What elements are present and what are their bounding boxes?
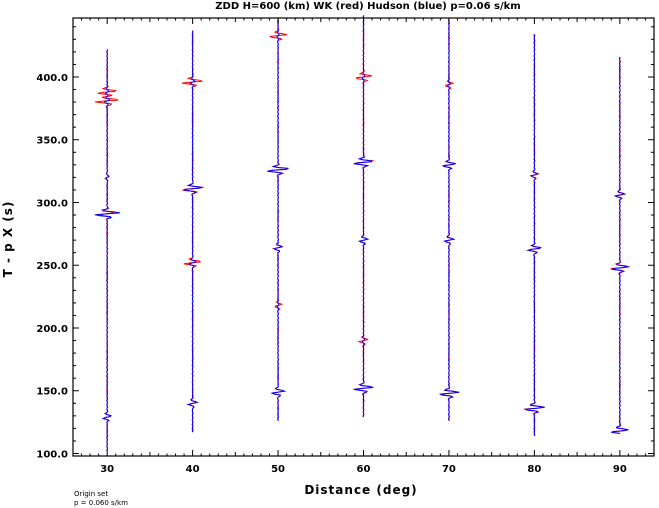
hudson-blue-trace	[438, 19, 460, 421]
trace-70	[438, 19, 460, 421]
hudson-blue-trace	[184, 30, 202, 433]
x-tick-label: 70	[442, 464, 456, 475]
x-tick-label: 80	[527, 464, 541, 475]
trace-50	[267, 19, 290, 421]
y-tick-label: 100.0	[36, 449, 68, 460]
x-axis-label: Distance (deg)	[304, 483, 417, 497]
footer-ray-parameter-note: p = 0.060 s/km	[74, 499, 128, 507]
trace-60	[353, 15, 375, 418]
y-tick-label: 400.0	[36, 73, 68, 84]
axis-ticks: 30 40 50 60 70 80 90 100.0 150.0 200.0 250.0 300.0 3…	[36, 18, 655, 475]
trace-40	[181, 30, 204, 433]
x-tick-label: 50	[271, 464, 285, 475]
hudson-blue-trace	[94, 49, 121, 451]
x-tick-label: 40	[186, 464, 200, 475]
y-tick-label: 200.0	[36, 324, 68, 335]
x-tick-label: 90	[613, 464, 627, 475]
x-tick-label: 30	[100, 464, 114, 475]
hudson-blue-trace	[525, 34, 545, 436]
y-tick-label: 250.0	[36, 261, 68, 272]
y-tick-label: 350.0	[36, 136, 68, 147]
hudson-blue-trace	[267, 19, 290, 421]
trace-30	[94, 49, 121, 451]
trace-80	[523, 34, 546, 437]
chart-title: ZDD H=600 (km) WK (red) Hudson (blue) p=…	[215, 1, 520, 12]
hudson-blue-trace	[353, 15, 374, 418]
y-axis-label: T - p X (s)	[1, 201, 15, 278]
y-tick-label: 300.0	[36, 198, 68, 209]
hudson-blue-trace	[610, 56, 629, 434]
y-tick-label: 150.0	[36, 387, 68, 398]
footer-origin-note: Origin set	[74, 490, 109, 498]
x-tick-label: 60	[357, 464, 371, 475]
trace-90	[610, 56, 630, 434]
traces-group	[94, 15, 630, 451]
